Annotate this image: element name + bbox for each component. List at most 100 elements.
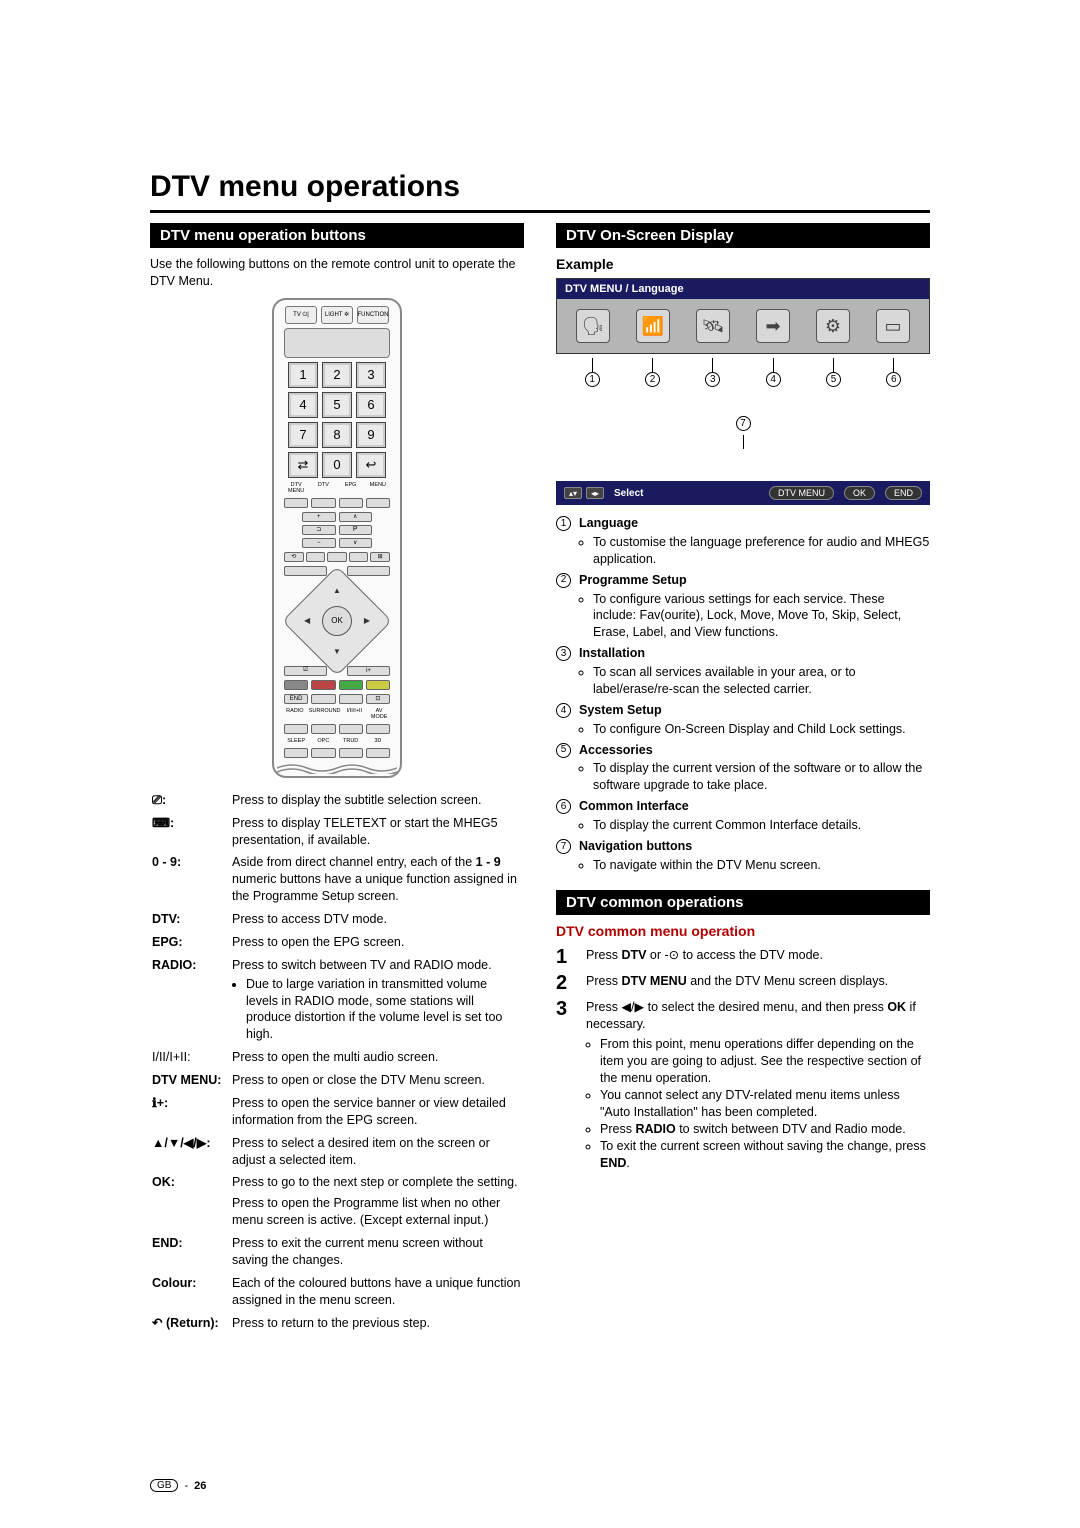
osd-menu-icon: ▭ [876, 309, 910, 343]
remote-numkey: ⇄ [288, 452, 318, 478]
remote-numkey: 0 [322, 452, 352, 478]
remote-row-labels-a: DTV MENUDTVEPGMENU [284, 482, 390, 494]
remote-vol-ch: +∧ ⊐P −∨ [302, 512, 372, 548]
legend-item: 5AccessoriesTo display the current versi… [556, 742, 930, 795]
def-value: Press to access DTV mode. [230, 909, 524, 932]
osd-marker: 2 [645, 358, 660, 387]
def-key: ↶ (Return): [150, 1313, 230, 1336]
step-item: 2Press DTV MENU and the DTV Menu screen … [556, 973, 930, 993]
legend-item: 3InstallationTo scan all services availa… [556, 645, 930, 698]
remote-numkey: 7 [288, 422, 318, 448]
remote-cutoff-wave [277, 762, 397, 774]
osd-menu-icon: ➡ [756, 309, 790, 343]
remote-display [284, 328, 390, 358]
def-value: Each of the coloured buttons have a uniq… [230, 1273, 524, 1313]
remote-illustration: TV ⏻|LIGHT ✲FUNCTION 123456789⇄0↩ DTV ME… [272, 298, 402, 778]
def-key: EPG: [150, 932, 230, 955]
def-key: OK: [150, 1172, 230, 1233]
def-value: Press to open or close the DTV Menu scre… [230, 1070, 524, 1093]
legend-item: 1LanguageTo customise the language prefe… [556, 515, 930, 568]
osd-markers-row: 123456 [556, 358, 930, 387]
osd-nav-bar: ▴▾ ◂▸ Select DTV MENU OK END [556, 481, 930, 505]
def-key: DTV: [150, 909, 230, 932]
def-key: ⌨: [150, 813, 230, 853]
nav-updown-icon: ▴▾ [564, 487, 582, 499]
osd-icon-row: 🗣📶🛰➡⚙▭ [557, 299, 929, 353]
def-value: Press to switch between TV and RADIO mod… [230, 955, 524, 1047]
remote-numkey: 1 [288, 362, 318, 388]
legend-item: 2Programme SetupTo configure various set… [556, 572, 930, 642]
two-column-layout: DTV menu operation buttons Use the follo… [150, 223, 930, 1335]
step-item: 1Press DTV or -⊙ to access the DTV mode. [556, 947, 930, 967]
remote-row-labels-g: RADIOSURROUNDI/II/I+IIAV MODE [284, 708, 390, 720]
remote-numkey: 4 [288, 392, 318, 418]
osd-body-space: 7 [556, 387, 930, 477]
nav-select-label: Select [614, 488, 643, 499]
def-value: Press to go to the next step or complete… [230, 1172, 524, 1233]
def-key: ▲/▼/◀/▶: [150, 1133, 230, 1173]
def-value: Press to display the subtitle selection … [230, 790, 524, 813]
osd-example: DTV MENU / Language 🗣📶🛰➡⚙▭ [556, 278, 930, 354]
remote-row-g [284, 724, 390, 734]
remote-numkey: ↩ [356, 452, 386, 478]
manual-page: DTV menu operations DTV menu operation b… [0, 0, 1080, 1528]
osd-marker: 3 [705, 358, 720, 387]
nav-ok-pill: OK [844, 486, 875, 500]
def-key: DTV MENU: [150, 1070, 230, 1093]
remote-numkey: 2 [322, 362, 352, 388]
example-label: Example [556, 256, 930, 272]
remote-row-a [284, 498, 390, 508]
button-definitions-table: ⎚:Press to display the subtitle selectio… [150, 790, 524, 1336]
osd-marker: 6 [886, 358, 901, 387]
steps-list: 1Press DTV or -⊙ to access the DTV mode.… [556, 947, 930, 1172]
def-value: Press to display TELETEXT or start the M… [230, 813, 524, 853]
def-key: ℹ+: [150, 1093, 230, 1133]
nav-leftright-icon: ◂▸ [586, 487, 604, 499]
def-key: END: [150, 1233, 230, 1273]
remote-row-c: ⟲⊞ [284, 552, 390, 562]
remote-ok: OK [322, 606, 352, 636]
def-value: Press to open the EPG screen. [230, 932, 524, 955]
osd-menu-icon: 🛰 [696, 309, 730, 343]
intro-text: Use the following buttons on the remote … [150, 256, 524, 290]
def-value: Press to exit the current menu screen wi… [230, 1233, 524, 1273]
nav-dtvmenu-pill: DTV MENU [769, 486, 834, 500]
osd-marker: 4 [766, 358, 781, 387]
remote-colour-row [284, 680, 390, 690]
footer-dash: - [184, 1480, 188, 1492]
def-value: Press to open the service banner or view… [230, 1093, 524, 1133]
def-key: RADIO: [150, 955, 230, 1047]
page-title: DTV menu operations [150, 170, 930, 204]
def-value: Press to select a desired item on the sc… [230, 1133, 524, 1173]
osd-menu-icon: 🗣 [576, 309, 610, 343]
subheading-common-menu: DTV common menu operation [556, 923, 930, 939]
def-key: ⎚: [150, 790, 230, 813]
def-key: I/II/I+II: [150, 1047, 230, 1070]
section-heading-osd: DTV On-Screen Display [556, 223, 930, 248]
remote-top-button: FUNCTION [357, 306, 389, 324]
left-column: DTV menu operation buttons Use the follo… [150, 223, 524, 1335]
remote-top-button: LIGHT ✲ [321, 306, 353, 324]
osd-title-bar: DTV MENU / Language [557, 279, 929, 299]
remote-numkey: 6 [356, 392, 386, 418]
page-footer: GB - 26 [150, 1479, 206, 1492]
def-value: Press to open the multi audio screen. [230, 1047, 524, 1070]
def-value: Press to return to the previous step. [230, 1313, 524, 1336]
def-value: Aside from direct channel entry, each of… [230, 852, 524, 909]
legend-item: 7Navigation buttonsTo navigate within th… [556, 838, 930, 874]
nav-end-pill: END [885, 486, 922, 500]
marker-7: 7 [736, 416, 751, 431]
remote-numkey: 9 [356, 422, 386, 448]
remote-numkey: 3 [356, 362, 386, 388]
legend-item: 4System SetupTo configure On-Screen Disp… [556, 702, 930, 738]
remote-top-row: TV ⏻|LIGHT ✲FUNCTION [280, 306, 394, 324]
def-key: Colour: [150, 1273, 230, 1313]
remote-top-button: TV ⏻| [285, 306, 317, 324]
legend-item: 6Common InterfaceTo display the current … [556, 798, 930, 834]
footer-region-badge: GB [150, 1479, 178, 1492]
rule [150, 210, 930, 213]
remote-numkey: 5 [322, 392, 352, 418]
remote-dpad: OK ▲ ▼ ◀ ▶ [298, 582, 376, 660]
osd-menu-icon: 📶 [636, 309, 670, 343]
section-heading-buttons: DTV menu operation buttons [150, 223, 524, 248]
